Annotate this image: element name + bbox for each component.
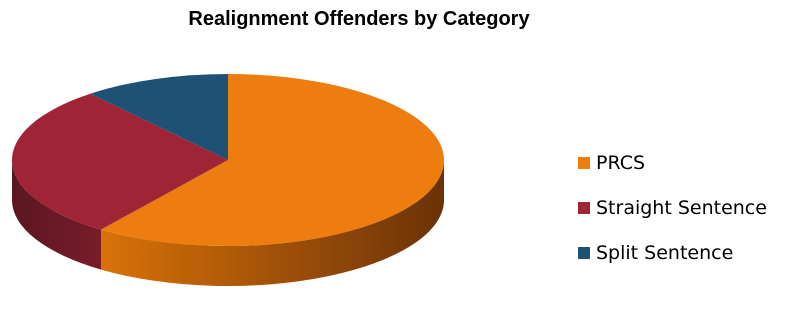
pie-slice-prcs: [101, 74, 445, 246]
legend-item-straight-sentence: Straight Sentence: [578, 185, 767, 230]
pie-slice-split-sentence: [90, 74, 228, 160]
legend-swatch-split-sentence: [578, 246, 590, 259]
legend-label-straight-sentence: Straight Sentence: [596, 196, 767, 219]
legend-swatch-prcs: [578, 156, 590, 169]
legend-swatch-straight-sentence: [578, 201, 590, 214]
legend-item-prcs: PRCS: [578, 140, 767, 185]
legend: PRCS Straight Sentence Split Sentence: [578, 140, 767, 275]
pie-slice-straight-sentence: [12, 93, 229, 230]
pie-side-straight-sentence: [12, 160, 102, 270]
pie-side-prcs: [101, 160, 444, 286]
legend-item-split-sentence: Split Sentence: [578, 230, 767, 275]
legend-label-prcs: PRCS: [596, 151, 646, 174]
legend-label-split-sentence: Split Sentence: [596, 241, 734, 264]
chart-title: Realignment Offenders by Category: [188, 8, 530, 30]
